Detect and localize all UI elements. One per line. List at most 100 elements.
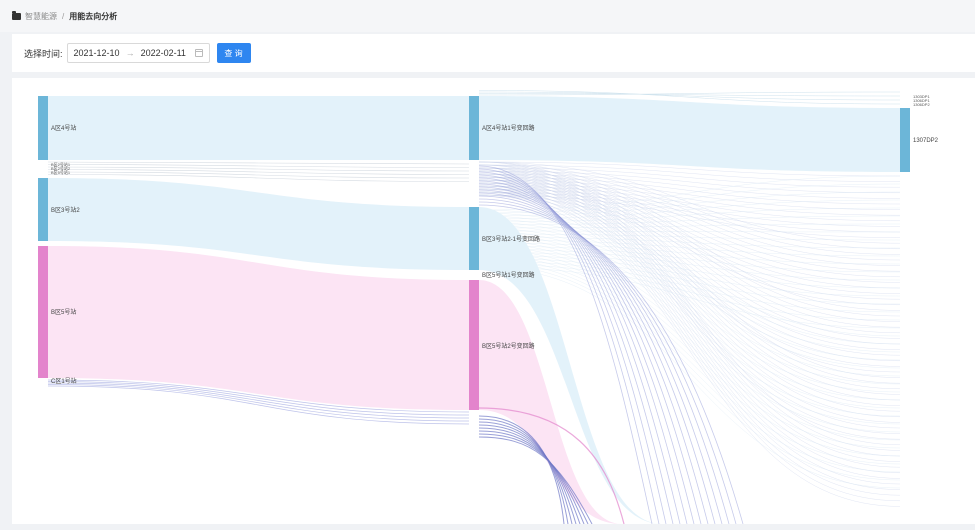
link-lav bbox=[478, 204, 744, 524]
link-fan bbox=[478, 164, 901, 182]
link-fan bbox=[478, 161, 901, 378]
link-lav bbox=[478, 171, 667, 524]
link-fan2 bbox=[478, 218, 901, 361]
link-fan bbox=[478, 182, 901, 417]
node-b5 bbox=[38, 246, 48, 378]
link-fan2 bbox=[478, 251, 901, 449]
link-fan2 bbox=[478, 263, 901, 481]
link-b5r2-down bbox=[479, 280, 622, 524]
link-fan2 bbox=[478, 257, 901, 305]
link-fan2 bbox=[478, 224, 901, 377]
link-fan bbox=[478, 161, 901, 311]
link-fan2 bbox=[478, 227, 901, 385]
node-b3r bbox=[469, 207, 479, 270]
link-fan bbox=[478, 176, 901, 473]
link-fan bbox=[478, 179, 901, 479]
node-b3-2 bbox=[38, 178, 48, 241]
node-label-b5-1: B区5号站1 bbox=[51, 169, 71, 175]
node-label-1303dp1: 1303DP1 bbox=[913, 94, 930, 99]
link-fan bbox=[478, 188, 901, 294]
link-lav bbox=[478, 198, 730, 524]
node-label-1307dp2: 1307DP2 bbox=[913, 138, 939, 144]
link-fan2 bbox=[478, 233, 901, 401]
link-fan2 bbox=[478, 242, 901, 265]
link-c-down bbox=[478, 421, 573, 524]
link-top bbox=[478, 91, 901, 96]
link-c1 bbox=[47, 384, 470, 422]
link-fan2 bbox=[478, 221, 901, 369]
node-a4 bbox=[38, 96, 48, 160]
link-thin bbox=[47, 169, 470, 175]
breadcrumb-home[interactable]: 智慧能源 bbox=[25, 11, 57, 21]
node-label-b2-2: B区2号站2 bbox=[51, 165, 71, 171]
link-fan2 bbox=[478, 236, 901, 249]
link-thin bbox=[47, 161, 470, 165]
link-lav bbox=[478, 180, 688, 524]
link-fan2 bbox=[478, 248, 901, 441]
link-fan2 bbox=[478, 260, 901, 313]
link-fan bbox=[478, 176, 901, 339]
link-top bbox=[478, 90, 901, 105]
link-fan bbox=[478, 194, 901, 238]
link-fan bbox=[478, 179, 901, 277]
link-fan bbox=[478, 167, 901, 457]
node-a4r1 bbox=[469, 96, 479, 160]
node-label-b5r1: B区5号站1号变回路 bbox=[482, 271, 535, 279]
link-thin bbox=[47, 166, 470, 172]
link-fan2 bbox=[478, 175, 901, 211]
link-c1 bbox=[47, 382, 470, 419]
end-date[interactable]: 2022-02-11 bbox=[140, 48, 186, 58]
node-label-b3-2: B区3号站2 bbox=[51, 206, 80, 214]
link-lav bbox=[478, 165, 653, 524]
node-label-a4r1: A区4号站1号变回路 bbox=[482, 124, 535, 132]
link-fan bbox=[478, 176, 901, 406]
link-fan bbox=[478, 167, 901, 255]
link-fan2 bbox=[478, 257, 901, 465]
link-lav bbox=[478, 177, 681, 524]
link-fan bbox=[478, 161, 901, 177]
link-lav bbox=[478, 201, 737, 524]
node-label-b2-1: B区2号站1 bbox=[51, 161, 71, 167]
link-fan2 bbox=[478, 239, 901, 257]
link-top bbox=[478, 91, 901, 101]
link-fan bbox=[478, 176, 901, 272]
arrow-right-icon: → bbox=[125, 48, 135, 58]
link-fan bbox=[478, 170, 901, 261]
link-fan2 bbox=[478, 245, 901, 273]
link-c-down bbox=[478, 433, 589, 524]
link-fan bbox=[478, 194, 901, 507]
link-fan2 bbox=[478, 230, 901, 233]
link-c-down bbox=[478, 430, 585, 524]
folder-icon bbox=[12, 10, 21, 20]
link-thin bbox=[47, 171, 470, 179]
link-lav bbox=[478, 195, 723, 524]
link-c1 bbox=[47, 385, 470, 425]
node-label-b5: B区5号站 bbox=[51, 308, 76, 316]
link-fan bbox=[478, 188, 901, 429]
link-fan2 bbox=[478, 263, 901, 321]
link-fan bbox=[478, 170, 901, 193]
link-thin bbox=[47, 174, 470, 182]
link-fan bbox=[478, 185, 901, 423]
link-lav bbox=[478, 192, 716, 524]
date-range-picker[interactable]: 2021-12-10 → 2022-02-11 bbox=[66, 43, 210, 63]
time-label: 选择时间: bbox=[24, 48, 63, 59]
link-fan bbox=[478, 170, 901, 462]
link-fan2 bbox=[478, 233, 901, 241]
link-lav bbox=[478, 186, 702, 524]
link-fan bbox=[478, 164, 901, 384]
start-date[interactable]: 2021-12-10 bbox=[73, 48, 120, 58]
link-fan2 bbox=[478, 242, 901, 425]
link-fan bbox=[478, 182, 901, 216]
link-fan2 bbox=[478, 230, 901, 393]
link-fan bbox=[478, 173, 901, 468]
link-fan bbox=[478, 182, 901, 350]
link-c-down bbox=[478, 424, 577, 524]
link-pink-edge bbox=[478, 407, 625, 524]
link-fan2 bbox=[478, 215, 901, 353]
calendar-icon[interactable] bbox=[194, 49, 203, 57]
link-fan bbox=[478, 191, 901, 233]
query-button[interactable]: 查 询 bbox=[216, 43, 251, 63]
link-fan bbox=[478, 164, 901, 451]
